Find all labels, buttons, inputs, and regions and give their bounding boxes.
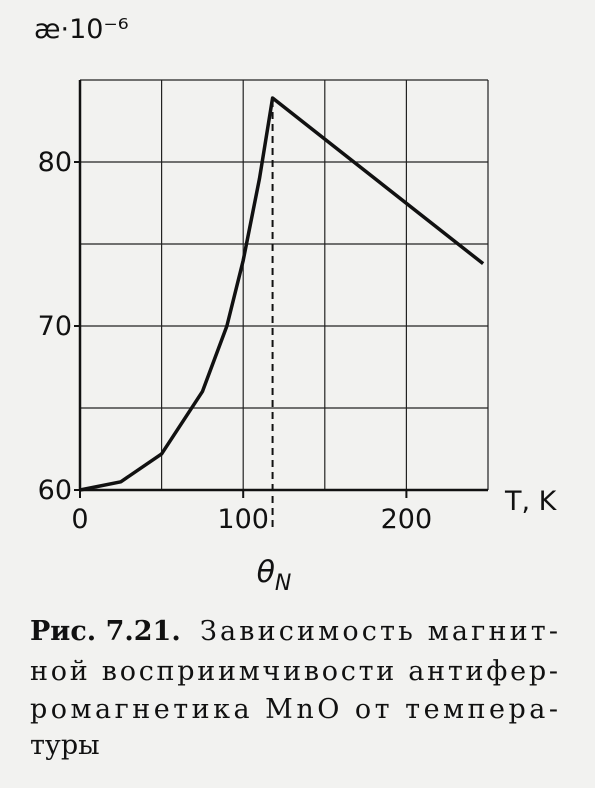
x-tick-label: 100 <box>217 504 269 535</box>
caption-line: туры <box>30 730 100 761</box>
x-tick-label: 0 <box>71 504 88 535</box>
x-tick-label: 200 <box>381 504 433 535</box>
y-axis-label: æ·10⁻⁶ <box>34 14 129 45</box>
caption-line: ной восприимчивости антифер- <box>30 656 558 687</box>
y-tick-label: 70 <box>38 311 72 342</box>
neel-label: θN <box>257 555 292 596</box>
neel-subscript: N <box>275 571 291 596</box>
caption-label: Рис. 7.21. <box>30 616 181 647</box>
y-tick-label: 60 <box>38 475 72 506</box>
y-tick-label: 80 <box>38 147 72 178</box>
x-axis-label: T, K <box>504 486 558 517</box>
neel-symbol: θ <box>257 555 275 590</box>
data-line <box>79 96 485 492</box>
